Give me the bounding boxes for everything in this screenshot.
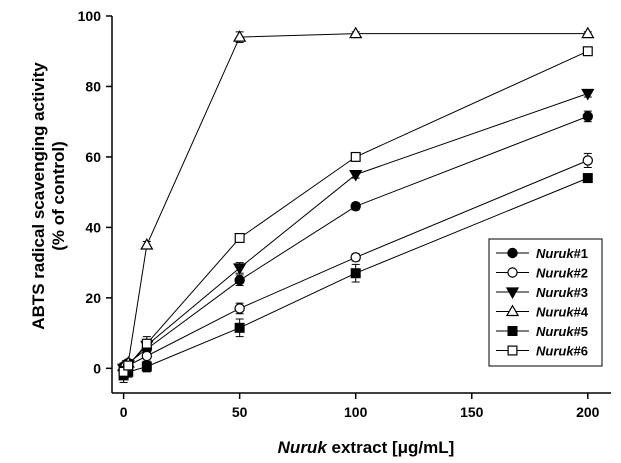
data-point <box>140 238 154 250</box>
data-point <box>350 201 361 212</box>
data-point <box>234 275 245 286</box>
data-point <box>141 350 153 362</box>
legend-label: Nuruk#2 <box>536 266 588 281</box>
series-6 <box>118 46 593 378</box>
legend-box <box>488 238 603 367</box>
x-tick-label: 100 <box>344 404 368 420</box>
legend-label: Nuruk#5 <box>536 324 588 339</box>
legend-marker <box>507 247 518 259</box>
x-tick-label: 0 <box>120 404 128 420</box>
x-tick-label: 200 <box>576 404 600 420</box>
x-axis-title-rest: extract [μg/mL] <box>327 438 455 457</box>
data-point <box>234 232 245 243</box>
legend-label-suffix: #3 <box>574 285 588 300</box>
y-axis-title-line-2: (% of control) <box>49 141 68 251</box>
legend-item-4: Nuruk#4 <box>496 304 589 320</box>
data-point <box>141 338 152 349</box>
legend-marker <box>507 345 518 356</box>
data-point <box>350 151 361 162</box>
legend-label: Nuruk#6 <box>536 344 588 359</box>
data-point <box>233 30 247 42</box>
data-point <box>349 169 363 182</box>
x-axis: 0 50 100 150 200 <box>112 392 611 420</box>
plot-area <box>116 26 595 383</box>
legend-label-suffix: #4 <box>574 305 589 320</box>
data-point <box>234 322 245 333</box>
y-tick-label: 80 <box>85 78 101 94</box>
legend-label-suffix: #1 <box>574 246 588 261</box>
legend-item-6: Nuruk#6 <box>496 344 588 359</box>
x-tick-label: 50 <box>232 404 248 420</box>
legend-label-prefix: Nuruk <box>536 246 574 261</box>
legend-label-suffix: #2 <box>574 266 588 281</box>
legend-label-prefix: Nuruk <box>536 305 574 320</box>
legend-marker <box>505 287 520 300</box>
legend-label-prefix: Nuruk <box>536 344 574 359</box>
data-point <box>350 268 361 279</box>
legend-item-2: Nuruk#2 <box>496 266 588 281</box>
legend-label-prefix: Nuruk <box>536 324 574 339</box>
data-point <box>141 361 152 372</box>
legend-label-suffix: #5 <box>574 324 588 339</box>
y-tick-label: 60 <box>85 149 101 165</box>
legend-marker <box>505 304 520 317</box>
legend: Nuruk#1Nuruk#2Nuruk#3Nuruk#4Nuruk#5Nuruk… <box>488 238 603 367</box>
y-tick-label: 100 <box>78 8 102 24</box>
data-point <box>123 360 134 371</box>
y-tick-label: 40 <box>85 219 101 235</box>
data-point <box>582 173 593 184</box>
legend-label-prefix: Nuruk <box>536 266 574 281</box>
data-point <box>582 155 593 166</box>
data-point <box>582 46 593 57</box>
legend-item-5: Nuruk#5 <box>496 324 588 339</box>
legend-label-suffix: #6 <box>574 344 588 359</box>
legend-label: Nuruk#1 <box>536 246 588 261</box>
data-point <box>350 252 361 263</box>
legend-label: Nuruk#3 <box>536 285 588 300</box>
legend-label: Nuruk#4 <box>536 305 589 320</box>
data-point <box>233 263 247 275</box>
legend-marker <box>507 326 518 337</box>
y-tick-label: 0 <box>93 360 101 376</box>
legend-item-3: Nuruk#3 <box>496 285 588 300</box>
data-point <box>581 26 595 39</box>
legend-label-prefix: Nuruk <box>536 285 574 300</box>
y-axis-title-line-1: ABTS radical scavenging activity <box>29 62 48 330</box>
x-axis-title-italic: Nuruk <box>278 438 329 457</box>
y-axis: 0 20 40 60 80 100 <box>78 8 113 393</box>
legend-item-1: Nuruk#1 <box>496 246 588 261</box>
y-tick-label: 20 <box>85 290 101 306</box>
data-point <box>234 303 245 314</box>
data-point <box>349 26 363 39</box>
x-tick-label: 150 <box>460 404 484 420</box>
x-axis-title: Nuruk extract [μg/mL] <box>278 438 455 457</box>
data-point <box>582 111 593 122</box>
legend-marker <box>507 267 518 278</box>
data-point <box>581 88 595 101</box>
